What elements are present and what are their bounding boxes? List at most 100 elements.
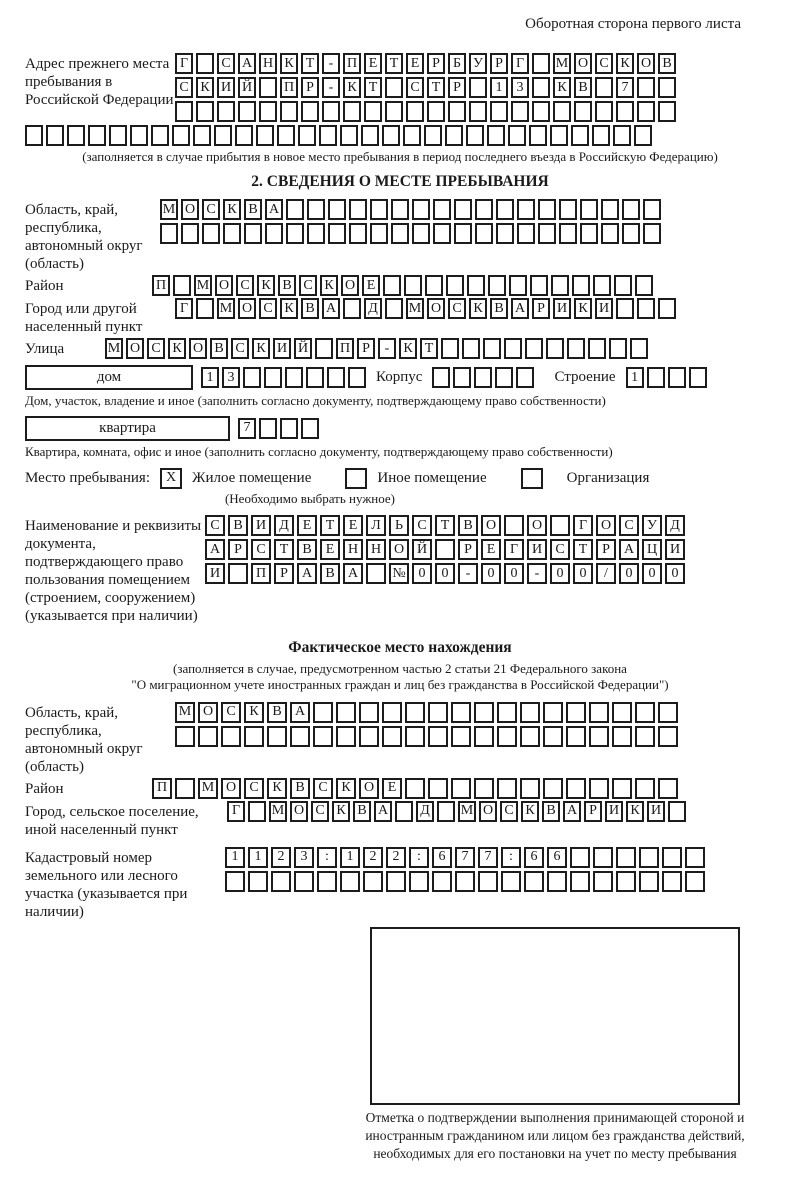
char-cell[interactable]: [622, 199, 640, 221]
char-cell[interactable]: [566, 777, 586, 799]
char-cell[interactable]: [405, 701, 425, 723]
char-cell[interactable]: [343, 101, 361, 122]
char-cell[interactable]: С: [244, 777, 264, 799]
char-cell[interactable]: [25, 125, 43, 146]
char-cell[interactable]: [474, 725, 494, 747]
char-cell[interactable]: [532, 53, 550, 74]
checkbox-organizatsiya[interactable]: [520, 467, 543, 489]
char-cell[interactable]: Л: [366, 515, 386, 536]
char-cell[interactable]: [238, 101, 256, 122]
char-cell[interactable]: [160, 223, 178, 245]
char-cell[interactable]: Т: [427, 77, 445, 98]
char-cell[interactable]: [88, 125, 106, 146]
char-cell[interactable]: [593, 870, 613, 892]
char-cell[interactable]: [550, 515, 570, 536]
char-cell[interactable]: С: [147, 338, 165, 360]
char-cell[interactable]: [382, 125, 400, 146]
char-cell[interactable]: А: [511, 298, 529, 320]
char-cell[interactable]: [488, 275, 506, 297]
char-cell[interactable]: В: [278, 275, 296, 297]
char-cell[interactable]: [483, 338, 501, 360]
char-cell[interactable]: В: [290, 777, 310, 799]
char-cell[interactable]: 1: [490, 77, 508, 98]
char-cell[interactable]: Й: [238, 77, 256, 98]
char-cell[interactable]: [517, 223, 535, 245]
char-cell[interactable]: [244, 725, 264, 747]
char-cell[interactable]: [391, 223, 409, 245]
char-cell[interactable]: [294, 870, 314, 892]
char-cell[interactable]: [405, 777, 425, 799]
char-cell[interactable]: 0: [642, 563, 662, 584]
char-cell[interactable]: [592, 125, 610, 146]
char-cell[interactable]: Р: [532, 298, 550, 320]
char-cell[interactable]: [406, 101, 424, 122]
char-cell[interactable]: 0: [619, 563, 639, 584]
char-cell[interactable]: К: [252, 338, 270, 360]
char-cell[interactable]: Д: [364, 298, 382, 320]
char-cell[interactable]: О: [359, 777, 379, 799]
char-cell[interactable]: С: [221, 701, 241, 723]
char-cell[interactable]: [225, 870, 245, 892]
char-cell[interactable]: [685, 870, 705, 892]
char-cell[interactable]: [437, 800, 455, 822]
char-cell[interactable]: А: [374, 800, 392, 822]
char-cell[interactable]: [382, 701, 402, 723]
char-cell[interactable]: [244, 223, 262, 245]
char-cell[interactable]: [613, 125, 631, 146]
char-cell[interactable]: С: [412, 515, 432, 536]
char-cell[interactable]: О: [221, 777, 241, 799]
char-cell[interactable]: К: [399, 338, 417, 360]
char-cell[interactable]: [595, 101, 613, 122]
char-cell[interactable]: Г: [175, 53, 193, 74]
char-cell[interactable]: [551, 275, 569, 297]
char-cell[interactable]: К: [469, 298, 487, 320]
char-cell[interactable]: П: [152, 275, 170, 297]
char-cell[interactable]: А: [619, 539, 639, 560]
char-cell[interactable]: Д: [274, 515, 294, 536]
char-cell[interactable]: [359, 701, 379, 723]
char-cell[interactable]: Е: [364, 53, 382, 74]
char-cell[interactable]: И: [595, 298, 613, 320]
char-cell[interactable]: Б: [448, 53, 466, 74]
char-cell[interactable]: Т: [301, 53, 319, 74]
char-cell[interactable]: А: [343, 563, 363, 584]
char-cell[interactable]: И: [205, 563, 225, 584]
char-cell[interactable]: [509, 275, 527, 297]
char-cell[interactable]: [427, 101, 445, 122]
char-cell[interactable]: -: [322, 53, 340, 74]
char-cell[interactable]: С: [299, 275, 317, 297]
char-cell[interactable]: [639, 846, 659, 868]
char-cell[interactable]: М: [198, 777, 218, 799]
char-cell[interactable]: М: [406, 298, 424, 320]
char-cell[interactable]: [243, 367, 261, 389]
char-cell[interactable]: [172, 125, 190, 146]
char-cell[interactable]: У: [469, 53, 487, 74]
char-cell[interactable]: :: [409, 846, 429, 868]
char-cell[interactable]: [504, 338, 522, 360]
char-cell[interactable]: [601, 199, 619, 221]
char-cell[interactable]: [643, 199, 661, 221]
char-cell[interactable]: [363, 870, 383, 892]
char-cell[interactable]: [516, 367, 535, 389]
char-cell[interactable]: И: [527, 539, 547, 560]
char-cell[interactable]: О: [238, 298, 256, 320]
char-cell[interactable]: [478, 870, 498, 892]
char-cell[interactable]: [520, 725, 540, 747]
char-cell[interactable]: К: [244, 701, 264, 723]
char-cell[interactable]: Н: [259, 53, 277, 74]
char-cell[interactable]: [614, 275, 632, 297]
char-cell[interactable]: Г: [504, 539, 524, 560]
char-cell[interactable]: Р: [228, 539, 248, 560]
char-cell[interactable]: К: [626, 800, 644, 822]
char-cell[interactable]: [445, 125, 463, 146]
char-cell[interactable]: [259, 101, 277, 122]
char-cell[interactable]: [612, 701, 632, 723]
char-cell[interactable]: Т: [420, 338, 438, 360]
char-cell[interactable]: Р: [458, 539, 478, 560]
char-cell[interactable]: [609, 338, 627, 360]
char-cell[interactable]: [433, 223, 451, 245]
char-cell[interactable]: [221, 725, 241, 747]
char-cell[interactable]: Й: [294, 338, 312, 360]
char-cell[interactable]: [151, 125, 169, 146]
char-cell[interactable]: [451, 701, 471, 723]
